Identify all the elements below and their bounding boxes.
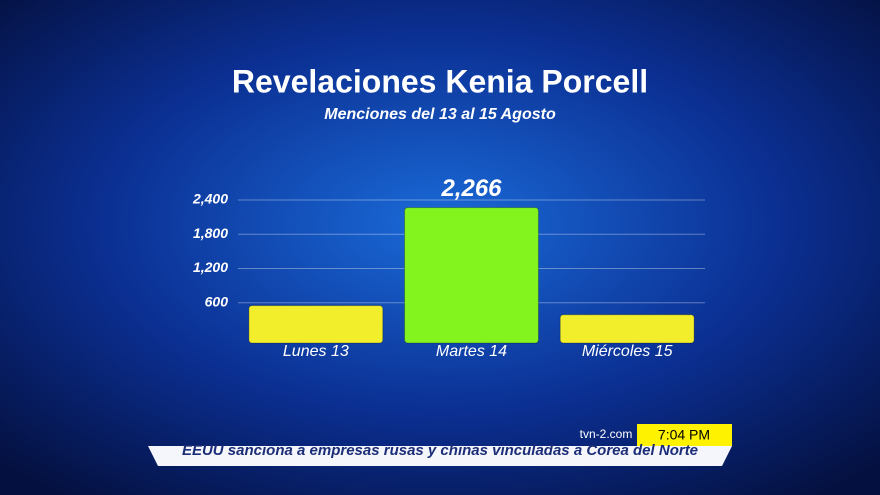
- bar: [248, 305, 384, 344]
- bar: [559, 314, 695, 344]
- y-tick-label: 600: [205, 293, 229, 309]
- ticker-band: [148, 446, 732, 466]
- bar: [404, 207, 539, 344]
- time-label: 7:04 PM: [658, 427, 710, 443]
- y-tick-label: 1,200: [193, 259, 228, 275]
- time-box: [637, 424, 732, 446]
- y-tick-label: 1,800: [193, 225, 228, 241]
- x-tick-label: Lunes 13: [283, 343, 349, 360]
- ticker-text: EEUU sanciona a empresas rusas y chinas …: [182, 442, 698, 459]
- y-tick-label: 2,400: [192, 191, 228, 207]
- site-label: tvn-2.com: [580, 427, 633, 441]
- x-tick-label: Martes 14: [436, 343, 507, 360]
- chart-subtitle: Menciones del 13 al 15 Agosto: [324, 106, 556, 123]
- value-label: 2,266: [440, 175, 502, 202]
- plot-area: 600 1,200 1,800 2,400 Lunes 13 Martes 14 2,266…: [192, 175, 705, 360]
- x-tick-label: Miércoles 15: [582, 343, 673, 360]
- chart-title: Revelaciones Kenia Porcell: [232, 63, 648, 99]
